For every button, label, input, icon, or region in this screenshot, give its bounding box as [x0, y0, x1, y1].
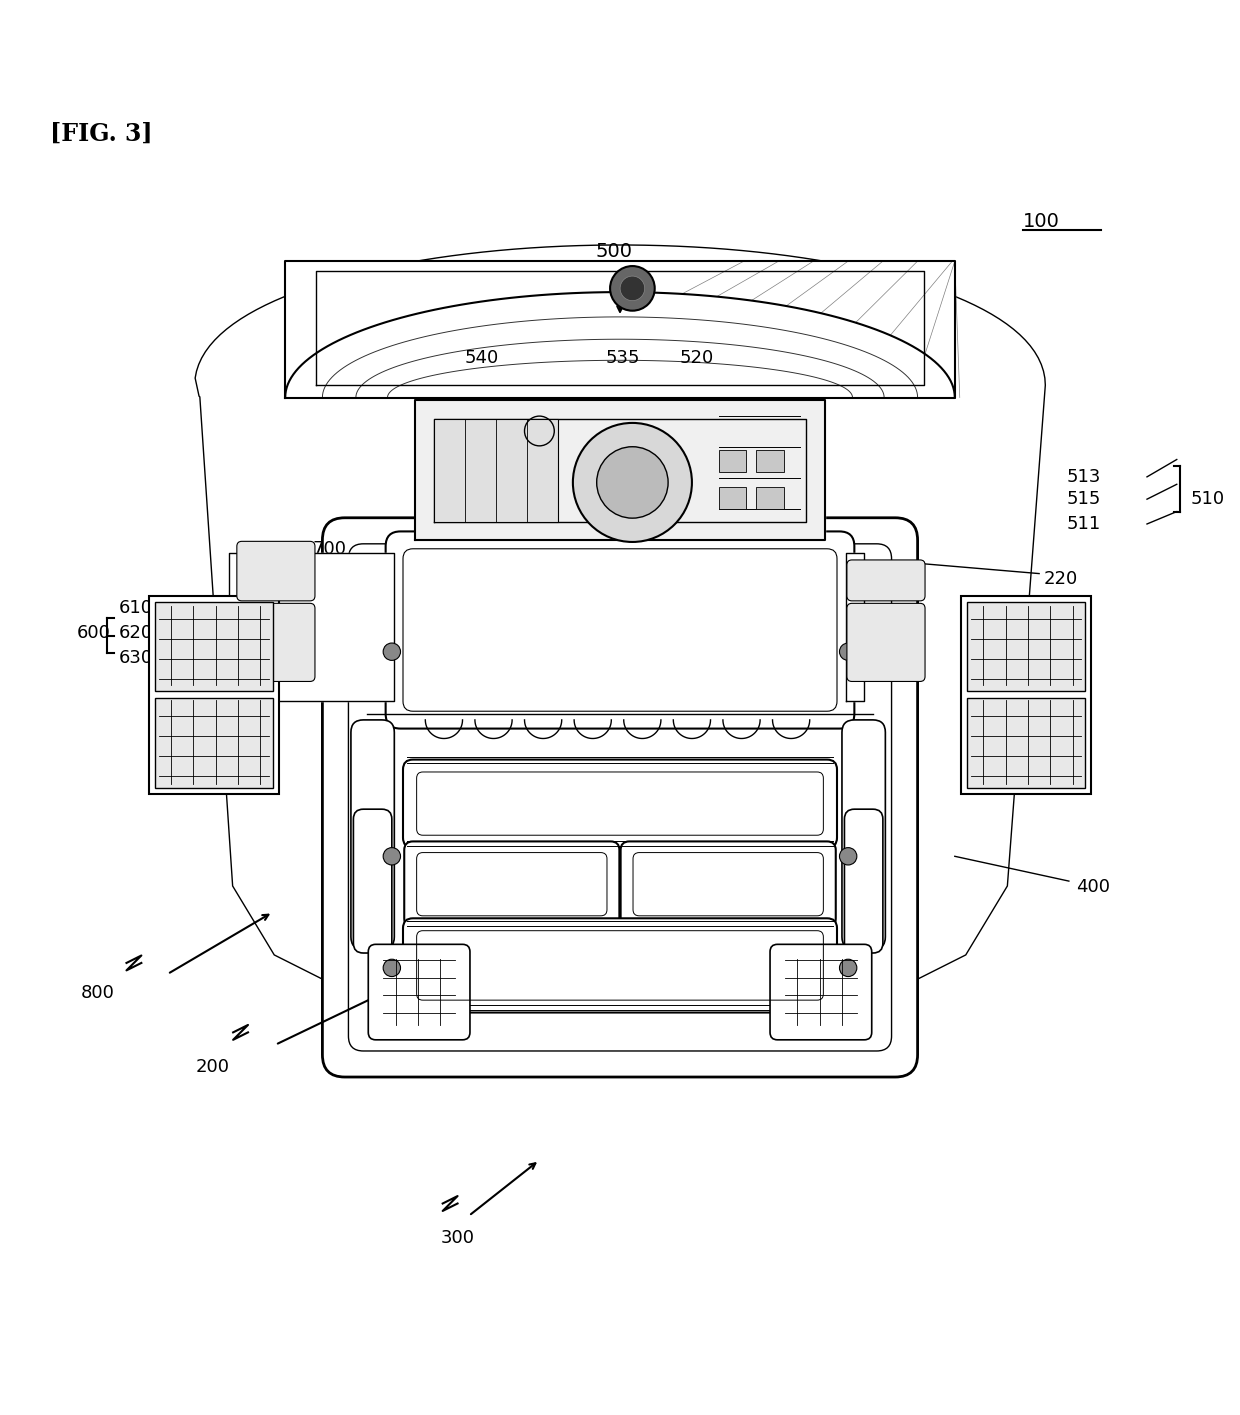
FancyBboxPatch shape	[368, 944, 470, 1040]
Circle shape	[839, 848, 857, 865]
Polygon shape	[285, 291, 955, 398]
Circle shape	[383, 642, 401, 661]
Text: 511: 511	[1066, 515, 1101, 533]
FancyBboxPatch shape	[770, 944, 872, 1040]
Text: 510: 510	[1190, 490, 1225, 508]
Circle shape	[383, 848, 401, 865]
FancyBboxPatch shape	[403, 760, 837, 848]
Text: 100: 100	[1023, 212, 1060, 231]
Bar	[719, 487, 746, 509]
Circle shape	[839, 642, 857, 661]
Bar	[434, 419, 558, 522]
FancyBboxPatch shape	[322, 518, 918, 1077]
Text: 200: 200	[196, 1058, 229, 1075]
Text: 535: 535	[605, 350, 640, 366]
Text: 513: 513	[1066, 468, 1101, 485]
FancyBboxPatch shape	[620, 842, 836, 927]
Text: 500: 500	[595, 242, 632, 260]
FancyBboxPatch shape	[844, 809, 883, 954]
FancyBboxPatch shape	[386, 532, 854, 729]
Polygon shape	[211, 262, 1029, 986]
Text: 220: 220	[1044, 570, 1079, 587]
Bar	[719, 450, 746, 471]
Polygon shape	[846, 552, 864, 702]
Bar	[155, 603, 273, 692]
FancyBboxPatch shape	[404, 842, 619, 927]
Circle shape	[620, 276, 645, 300]
FancyBboxPatch shape	[237, 603, 315, 682]
FancyBboxPatch shape	[403, 918, 837, 1013]
FancyBboxPatch shape	[353, 809, 392, 954]
Text: 300: 300	[440, 1230, 474, 1247]
FancyBboxPatch shape	[351, 720, 394, 949]
Circle shape	[596, 447, 668, 518]
FancyBboxPatch shape	[847, 560, 925, 601]
Polygon shape	[229, 552, 394, 702]
Bar	[756, 450, 784, 471]
Text: [FIG. 3]: [FIG. 3]	[50, 122, 153, 146]
FancyBboxPatch shape	[842, 720, 885, 949]
Circle shape	[383, 959, 401, 976]
Polygon shape	[285, 262, 955, 398]
Text: 515: 515	[1066, 490, 1101, 508]
Circle shape	[610, 266, 655, 311]
Text: 800: 800	[81, 983, 114, 1002]
Bar	[967, 603, 1085, 692]
Polygon shape	[415, 400, 825, 541]
Circle shape	[839, 959, 857, 976]
FancyBboxPatch shape	[237, 542, 315, 601]
Bar	[967, 698, 1085, 788]
Text: 520: 520	[680, 350, 714, 366]
Text: 710: 710	[278, 565, 312, 583]
Text: 540: 540	[465, 350, 500, 366]
Text: 700: 700	[312, 539, 346, 558]
Text: 400: 400	[1076, 879, 1110, 896]
Text: 630: 630	[119, 649, 154, 666]
Polygon shape	[195, 245, 1045, 1002]
Text: 610: 610	[119, 600, 153, 617]
Bar	[149, 596, 279, 794]
Bar	[155, 698, 273, 788]
Bar	[961, 596, 1091, 794]
Text: 600: 600	[77, 624, 110, 642]
Bar	[756, 487, 784, 509]
Text: 620: 620	[119, 624, 154, 642]
Circle shape	[573, 423, 692, 542]
FancyBboxPatch shape	[847, 603, 925, 682]
